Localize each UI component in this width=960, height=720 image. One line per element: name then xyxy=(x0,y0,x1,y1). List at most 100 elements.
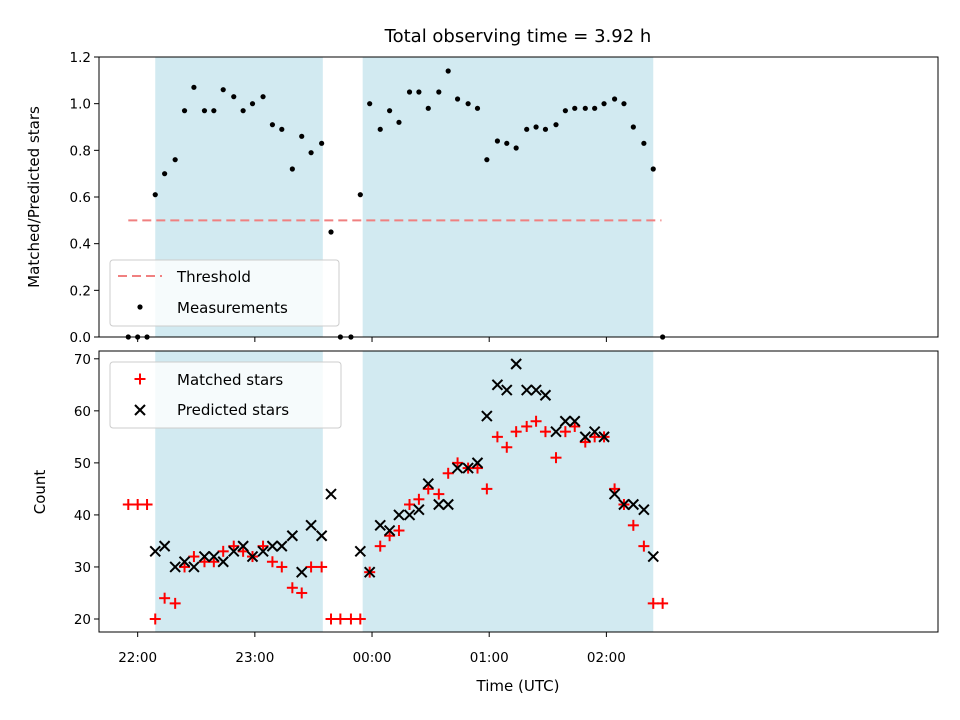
measurement-point xyxy=(201,108,208,114)
predicted-star-point xyxy=(627,498,640,511)
measurement-point xyxy=(445,68,451,74)
measurement-point xyxy=(231,94,237,100)
top-legend-box xyxy=(109,259,340,327)
matched-star-point xyxy=(559,426,571,438)
matched-star-point xyxy=(257,540,269,552)
predicted-star-point xyxy=(598,431,610,443)
predicted-star-point xyxy=(539,389,552,401)
predicted-star-point xyxy=(246,550,259,563)
predicted-star-point xyxy=(363,566,376,578)
top-y-axis-label: Matched/Predicted stars xyxy=(25,106,43,288)
matched-star-point xyxy=(442,467,454,479)
predicted-star-point xyxy=(188,561,200,573)
predicted-star-point xyxy=(286,530,299,542)
predicted-star-point xyxy=(608,488,621,500)
predicted-star-point xyxy=(433,498,445,511)
legend-predicted-label: Predicted stars xyxy=(177,401,289,419)
matched-star-point xyxy=(521,420,533,432)
measurement-point xyxy=(650,166,656,172)
measurement-point xyxy=(260,94,266,100)
x-tick-label: 01:00 xyxy=(470,650,509,666)
matched-star-point xyxy=(286,582,298,594)
chart-title: Total observing time = 3.92 h xyxy=(384,26,652,47)
matched-star-point xyxy=(413,493,425,505)
measurement-point xyxy=(396,119,402,125)
measurement-point xyxy=(181,108,188,114)
measurement-point xyxy=(279,126,285,132)
measurement-point xyxy=(572,105,578,111)
predicted-star-point xyxy=(647,550,659,563)
x-axis-label: Time (UTC) xyxy=(476,677,560,695)
bottom-y-tick-label: 40 xyxy=(74,508,91,524)
top-y-tick-label: 0.2 xyxy=(70,283,91,299)
matched-star-point xyxy=(305,561,317,573)
x-tick-label: 22:00 xyxy=(118,650,157,666)
measurement-point xyxy=(425,105,431,111)
predicted-star-point xyxy=(315,530,328,542)
measurement-point xyxy=(367,101,373,107)
measurement-point xyxy=(562,108,568,114)
predicted-star-point xyxy=(579,431,591,443)
measurement-point xyxy=(601,101,607,107)
measurement-point xyxy=(289,166,295,172)
measurement-point xyxy=(357,192,363,198)
predicted-star-point xyxy=(451,462,464,474)
measurement-point xyxy=(504,140,510,146)
matched-star-point xyxy=(452,457,464,469)
measurement-point xyxy=(211,108,217,114)
predicted-star-point xyxy=(383,524,396,537)
bottom-plot-frame xyxy=(98,350,939,633)
matched-star-point xyxy=(296,587,308,599)
predicted-star-point xyxy=(550,425,562,438)
bottom-legend-box xyxy=(109,361,342,429)
measurement-point xyxy=(641,140,647,146)
matched-star-point xyxy=(122,499,134,511)
predicted-star-point xyxy=(393,509,405,521)
matched-star-point xyxy=(569,420,581,432)
measurement-point xyxy=(328,229,334,235)
measurement-point xyxy=(299,133,305,139)
measurement-point xyxy=(553,122,559,128)
measurement-point xyxy=(152,192,158,198)
predicted-star-point xyxy=(305,519,317,532)
matched-star-point xyxy=(208,556,220,568)
matched-star-point xyxy=(169,597,181,609)
predicted-star-point xyxy=(217,556,229,568)
measurement-point xyxy=(582,105,588,111)
matched-star-point xyxy=(404,499,416,511)
matched-star-point xyxy=(422,483,434,495)
matched-star-point xyxy=(179,561,191,573)
predicted-star-point xyxy=(413,504,425,516)
top-y-tick-label: 0.0 xyxy=(70,330,91,346)
measurement-point xyxy=(377,126,383,132)
matched-star-point xyxy=(481,483,493,495)
predicted-star-point xyxy=(228,545,240,558)
measurement-point xyxy=(494,138,501,144)
measurement-point xyxy=(406,89,413,95)
matched-star-point xyxy=(316,561,328,573)
predicted-star-point xyxy=(501,384,513,396)
matched-star-point xyxy=(491,431,503,443)
measurement-point xyxy=(416,89,422,95)
measurement-point xyxy=(630,124,636,130)
legend-matched-label: Matched stars xyxy=(177,371,283,389)
measurement-point xyxy=(542,126,549,132)
measurement-point xyxy=(249,101,256,107)
predicted-star-point xyxy=(638,504,650,516)
predicted-star-point xyxy=(158,540,171,552)
predicted-star-point xyxy=(257,545,269,558)
matched-star-point xyxy=(647,597,659,609)
top-y-tick-label: 0.4 xyxy=(70,237,91,253)
predicted-star-point xyxy=(520,384,533,396)
predicted-star-point xyxy=(237,540,249,552)
matched-star-point xyxy=(188,551,200,563)
top-plot-frame xyxy=(98,56,939,338)
matched-star-point xyxy=(228,540,240,552)
bottom-shaded-interval-1 xyxy=(362,351,654,632)
measurement-point xyxy=(533,124,539,130)
matched-star-point xyxy=(657,597,669,609)
predicted-star-point xyxy=(618,498,630,511)
bottom-y-axis-label: Count xyxy=(31,470,49,515)
predicted-star-point xyxy=(559,415,572,427)
bottom-y-tick-label: 60 xyxy=(74,404,91,420)
